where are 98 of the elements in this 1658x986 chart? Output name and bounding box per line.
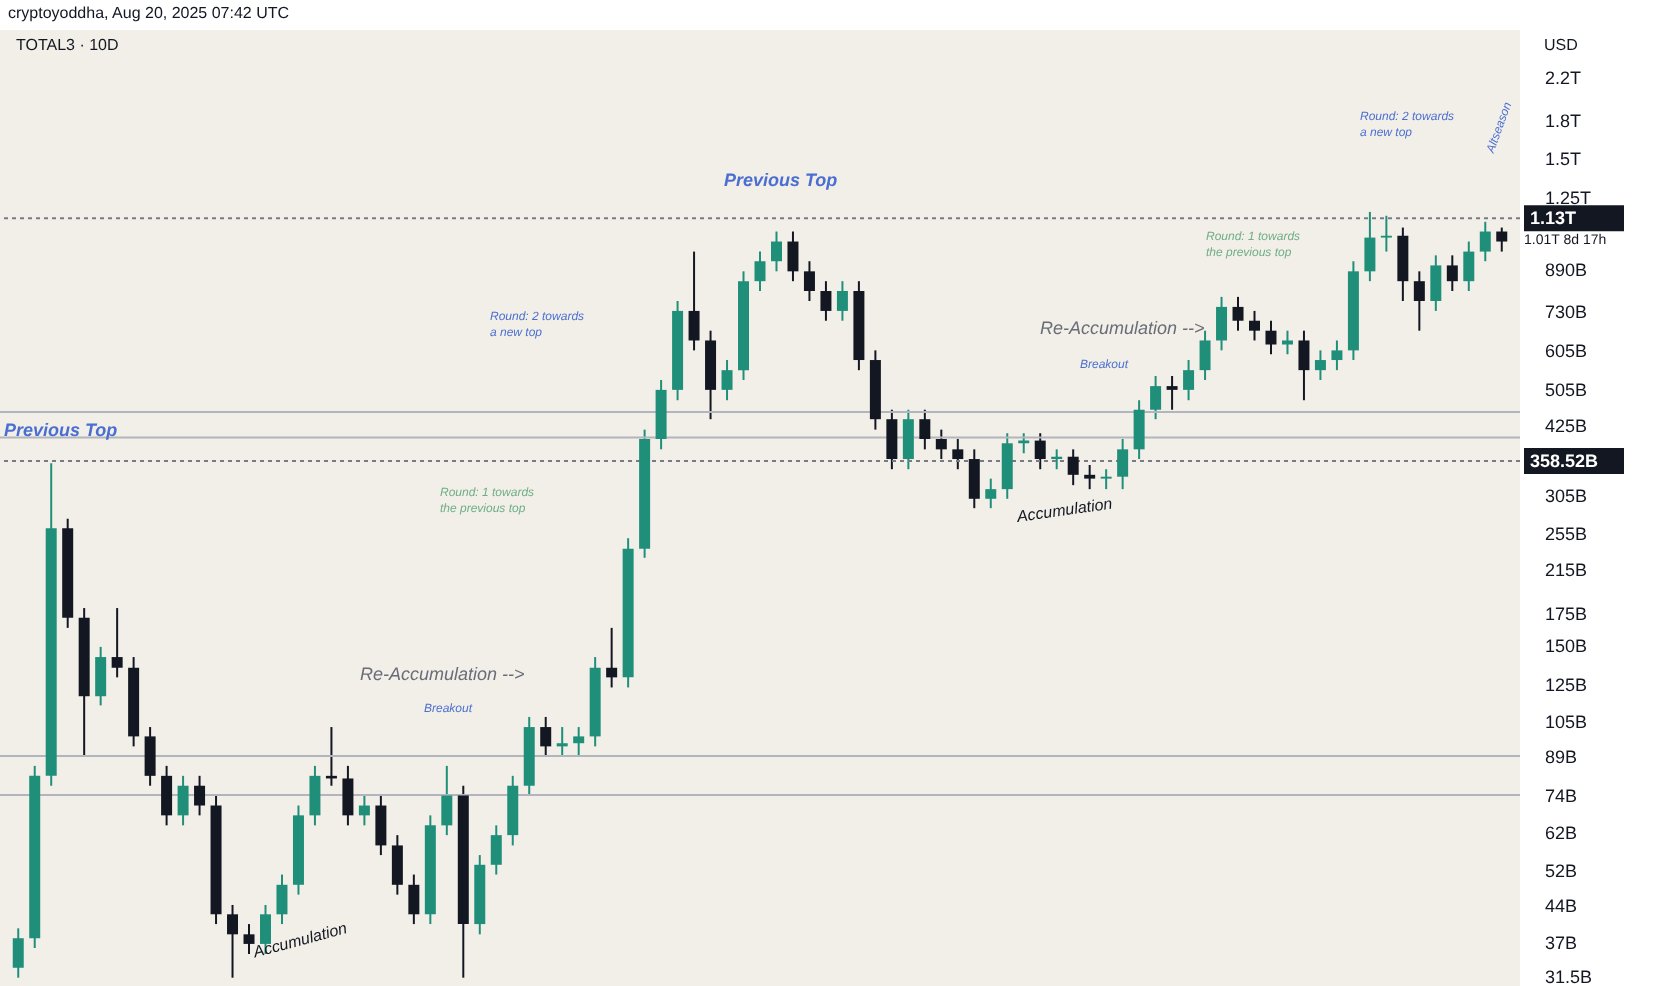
candlestick	[1216, 295, 1228, 352]
candlestick	[556, 726, 568, 757]
candlestick	[540, 715, 552, 757]
candlestick	[358, 794, 370, 827]
candlestick	[803, 260, 815, 302]
y-tick-label: 62B	[1545, 823, 1578, 844]
y-tick-label: 37B	[1545, 932, 1578, 953]
candlestick	[1133, 399, 1145, 461]
y-tick-label: 125B	[1545, 675, 1588, 696]
candlestick	[1100, 468, 1112, 491]
candlestick	[1166, 375, 1178, 411]
y-tick-label: 425B	[1545, 416, 1588, 437]
y-tick-label: 1.5T	[1545, 149, 1583, 170]
y-tick-label: 1.25T	[1545, 187, 1593, 208]
candlestick	[1199, 329, 1211, 381]
ref-line-label: 1.13T	[1530, 208, 1578, 229]
candlestick	[194, 774, 206, 817]
candlestick	[1331, 339, 1343, 372]
y-tick-label: 2.2T	[1545, 68, 1583, 89]
candlestick	[309, 764, 321, 827]
y-tick-label: 150B	[1545, 636, 1588, 657]
candlestick	[441, 764, 453, 837]
candlestick	[952, 437, 964, 471]
candlestick	[1265, 319, 1277, 356]
candlestick	[227, 903, 239, 979]
annotation: Previous Top	[724, 170, 839, 190]
candlestick	[1430, 254, 1442, 312]
candlestick	[342, 764, 354, 827]
candlestick	[688, 250, 700, 352]
candlestick	[1479, 220, 1491, 263]
annotation: Previous Top	[4, 420, 119, 440]
candlestick	[1150, 375, 1162, 421]
y-tick-label: 74B	[1545, 785, 1578, 806]
candlestick	[1397, 226, 1409, 302]
candlestick	[1463, 240, 1475, 292]
candlestick	[836, 280, 848, 322]
candlestick	[606, 626, 618, 689]
y-tick-label: 44B	[1545, 895, 1578, 916]
candlestick	[721, 359, 733, 402]
y-tick-label: 52B	[1545, 860, 1578, 881]
y-tick-label: 105B	[1545, 711, 1588, 732]
candlestick	[1001, 432, 1013, 500]
candlestick	[144, 726, 156, 787]
chart-title: TOTAL3 · 10D	[16, 36, 119, 54]
candlestick	[391, 834, 403, 896]
candlestick	[919, 408, 931, 451]
y-tick-label: 890B	[1545, 259, 1588, 280]
candlestick	[111, 607, 123, 679]
candlestick	[95, 645, 107, 707]
candlestick	[787, 230, 799, 283]
candlestick	[754, 250, 766, 292]
candlestick	[1183, 359, 1195, 402]
candlestick	[1084, 463, 1096, 491]
y-tick-label: 89B	[1545, 746, 1578, 767]
y-tick-label: 31.5B	[1545, 966, 1593, 986]
candlestick	[935, 428, 947, 461]
candlestick	[1314, 349, 1326, 381]
candlestick	[375, 794, 387, 857]
candlestick	[886, 408, 898, 471]
candlestick	[573, 726, 585, 757]
candlestick	[968, 448, 980, 510]
candlestick	[1446, 254, 1458, 292]
candlestick	[1413, 270, 1425, 332]
candlestick	[1281, 329, 1293, 356]
annotation: Accumulation	[1013, 494, 1115, 527]
candlestick	[408, 873, 420, 926]
candlestick	[276, 873, 288, 926]
chart-subtitle: cryptoyoddha, Aug 20, 2025 07:42 UTC	[8, 4, 290, 22]
candlestick	[243, 923, 255, 955]
candlestick	[1232, 295, 1244, 332]
y-tick-label: 605B	[1545, 341, 1588, 362]
candlestick	[490, 824, 502, 876]
y-tick-label: 730B	[1545, 301, 1588, 322]
candlestick	[1067, 448, 1079, 487]
candlestick	[12, 927, 24, 979]
candlestick	[177, 774, 189, 827]
y-tick-label: 305B	[1545, 486, 1588, 507]
y-tick-label: 255B	[1545, 524, 1588, 545]
candlestick	[820, 280, 832, 322]
ref-line-label: 358.52B	[1530, 451, 1600, 472]
candlestick	[1380, 214, 1392, 253]
y-tick-label: 175B	[1545, 603, 1588, 624]
candlestick	[770, 230, 782, 273]
candlestick	[1364, 210, 1376, 283]
y-axis-title: USD	[1544, 36, 1579, 54]
candlestick	[1117, 437, 1129, 491]
candlestick	[902, 408, 914, 471]
candlestick	[985, 477, 997, 510]
y-tick-label: 1.8T	[1545, 110, 1583, 131]
candlestick	[1496, 226, 1508, 253]
annotation: Re-Accumulation -->	[360, 664, 525, 684]
y-tick-label: 505B	[1545, 379, 1588, 400]
candlestick	[1034, 432, 1046, 471]
candlestick	[161, 764, 173, 827]
y-tick-label: 215B	[1545, 560, 1588, 581]
annotation: Re-Accumulation -->	[1040, 318, 1205, 338]
candlestick	[1249, 309, 1261, 342]
candlestick	[1298, 329, 1310, 402]
